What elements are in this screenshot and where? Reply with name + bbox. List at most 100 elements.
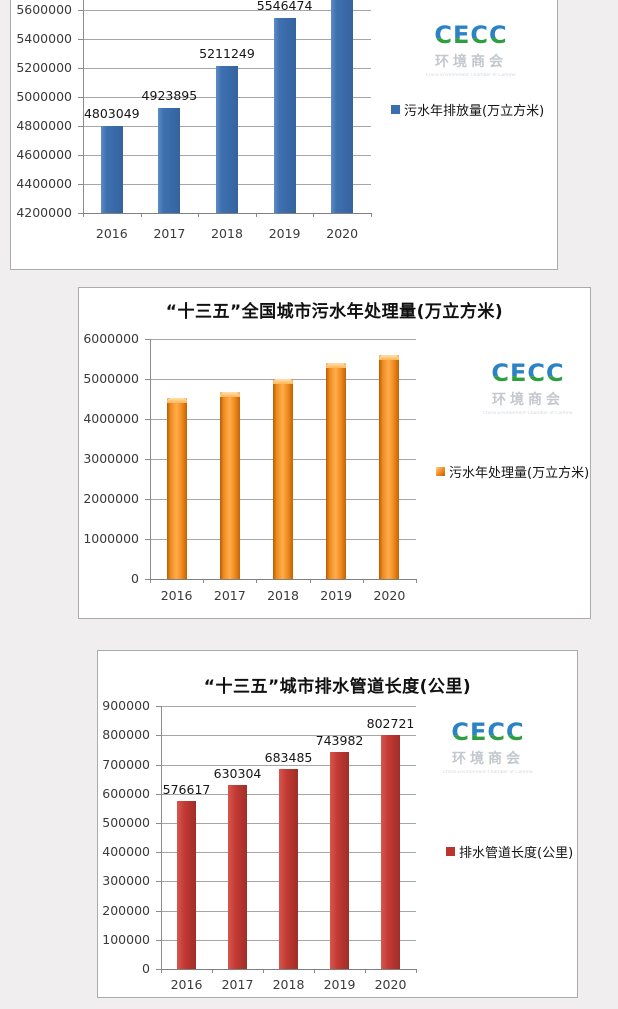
y-tick-label: 400000 bbox=[102, 844, 150, 860]
cecc-logo-tagline: China Environment Chamber of Commerce bbox=[483, 411, 573, 416]
y-tick-label: 4200000 bbox=[16, 205, 72, 220]
x-tick-mark bbox=[161, 969, 162, 973]
cecc-logo: CECC CECC 环境商会 China Environment Chamber… bbox=[483, 360, 573, 416]
bar-2016 bbox=[100, 125, 123, 213]
bar-data-label: 4923895 bbox=[141, 88, 198, 104]
y-axis-line bbox=[83, 0, 84, 213]
legend-label: 排水管道长度(公里) bbox=[459, 846, 574, 861]
y-tick-mark bbox=[78, 39, 83, 40]
x-axis-line bbox=[83, 213, 372, 214]
bar-2017 bbox=[228, 784, 247, 969]
y-tick-label: 500000 bbox=[102, 815, 150, 830]
y-tick-label: 900000 bbox=[102, 698, 150, 714]
cecc-logo-tagline: China Environment Chamber of Commerce bbox=[443, 770, 533, 775]
bar-data-label: 4803049 bbox=[83, 105, 140, 121]
x-tick-label: 2017 bbox=[213, 588, 246, 603]
y-tick-mark bbox=[145, 539, 150, 540]
chart-panel-drain-pipeline-length: “十三五”城市排水管道长度(公里) 900000 800000 700000 6000… bbox=[97, 650, 578, 998]
chart-panel-wastewater-discharge: 5600000 5400000 5200000 5000000 4800000 46000… bbox=[10, 0, 558, 270]
legend-pipeline: 排水管道长度(公里) bbox=[446, 842, 573, 861]
y-tick-label: 0 bbox=[142, 961, 150, 976]
plot-area-pipeline: 900000 800000 700000 600000 500000 400000 3000… bbox=[98, 651, 577, 997]
x-tick-label: 2016 bbox=[95, 226, 128, 241]
plot-area-treated: 6000000 5000000 4000000 3000000 2000000 10000… bbox=[79, 288, 590, 618]
chart-title-treated: “十三五”全国城市污水年处理量(万立方米) bbox=[165, 302, 504, 322]
y-tick-mark bbox=[156, 939, 161, 941]
bar-data-label: 683485 bbox=[264, 750, 313, 766]
y-tick-label: 5200000 bbox=[16, 60, 72, 75]
gridline bbox=[161, 735, 416, 737]
bar-2020 bbox=[331, 0, 354, 213]
plot-area-discharge: 5600000 5400000 5200000 5000000 4800000 46000… bbox=[11, 0, 557, 269]
cecc-logo: CECC CECC 环境商会 China Environment Chamber… bbox=[426, 22, 516, 78]
bar-2018 bbox=[273, 379, 293, 579]
x-tick-label: 2018 bbox=[267, 588, 299, 603]
x-tick-mark bbox=[256, 579, 258, 583]
cecc-logo-chinese: 环境商会 bbox=[435, 54, 507, 70]
y-tick-label: 200000 bbox=[102, 902, 150, 918]
cecc-logo-text-green: CECC bbox=[491, 359, 565, 387]
cecc-logo-text-blue: CECC bbox=[491, 359, 565, 387]
x-tick-mark bbox=[416, 969, 417, 973]
x-tick-label: 2017 bbox=[153, 226, 186, 241]
cecc-logo: CECC CECC 环境商会 China Environment Chamber… bbox=[443, 719, 533, 775]
y-tick-label: 4800000 bbox=[16, 118, 72, 133]
y-tick-mark bbox=[78, 213, 83, 214]
y-tick-label: 5000000 bbox=[16, 89, 72, 104]
x-tick-mark bbox=[313, 213, 315, 217]
x-tick-label: 2018 bbox=[211, 226, 243, 241]
y-tick-label: 600000 bbox=[102, 785, 150, 801]
gridline bbox=[83, 39, 371, 40]
y-tick-mark bbox=[145, 579, 150, 580]
bar-2017 bbox=[219, 392, 240, 579]
y-tick-mark bbox=[156, 793, 161, 795]
cecc-logo-wordmark: CECC CECC bbox=[426, 22, 516, 48]
legend-discharge: 污水年排放量(万立方米) bbox=[391, 100, 544, 119]
cecc-logo-wordmark: CECC CECC bbox=[443, 719, 533, 745]
bar-data-label: 743982 bbox=[315, 732, 364, 748]
y-tick-mark bbox=[156, 735, 161, 737]
x-tick-mark bbox=[263, 969, 264, 973]
x-axis-line bbox=[161, 969, 417, 970]
cecc-logo-wordmark: CECC CECC bbox=[483, 360, 573, 386]
y-tick-label: 4600000 bbox=[16, 147, 72, 162]
legend-label: 污水年排放量(万立方米) bbox=[404, 104, 545, 119]
y-tick-mark bbox=[78, 68, 83, 69]
bar-2016 bbox=[177, 800, 196, 969]
chart-title-pipeline: “十三五”城市排水管道长度(公里) bbox=[203, 677, 472, 697]
x-tick-label: 2016 bbox=[160, 588, 193, 603]
bar-2016 bbox=[166, 398, 187, 579]
legend-swatch-blue bbox=[391, 105, 400, 114]
y-tick-mark bbox=[156, 852, 161, 854]
cecc-logo-text-green: CECC bbox=[451, 718, 525, 746]
bar-data-label: 630304 bbox=[213, 765, 262, 781]
x-axis-line bbox=[150, 579, 417, 580]
bar-2019 bbox=[273, 17, 296, 213]
bar-2020 bbox=[379, 355, 400, 579]
x-tick-label: 2019 bbox=[320, 588, 353, 603]
x-tick-mark bbox=[309, 579, 311, 583]
x-tick-label: 2018 bbox=[272, 977, 305, 992]
y-tick-mark bbox=[156, 823, 161, 824]
gridline bbox=[161, 764, 416, 766]
cecc-logo-text-blue: CECC bbox=[451, 718, 525, 746]
bar-2019 bbox=[326, 363, 347, 579]
y-tick-mark bbox=[145, 499, 150, 500]
bar-data-label: 5546474 bbox=[256, 0, 313, 13]
x-tick-mark bbox=[203, 579, 205, 583]
y-tick-label: 4000000 bbox=[83, 411, 139, 426]
gridline bbox=[150, 339, 416, 340]
y-tick-label: 100000 bbox=[102, 931, 150, 947]
legend-swatch-orange bbox=[436, 467, 445, 476]
bar-data-label: 576617 bbox=[162, 781, 211, 797]
y-tick-label: 0 bbox=[131, 571, 139, 586]
legend-treated: 污水年处理量(万立方米) bbox=[436, 462, 589, 481]
y-tick-label: 300000 bbox=[102, 873, 150, 889]
y-tick-mark bbox=[145, 379, 150, 380]
bar-2017 bbox=[158, 108, 181, 213]
bar-2018 bbox=[279, 769, 298, 969]
y-tick-label: 6000000 bbox=[83, 331, 139, 346]
y-tick-mark bbox=[145, 419, 150, 420]
x-tick-mark bbox=[314, 969, 315, 973]
y-tick-label: 3000000 bbox=[83, 451, 139, 466]
